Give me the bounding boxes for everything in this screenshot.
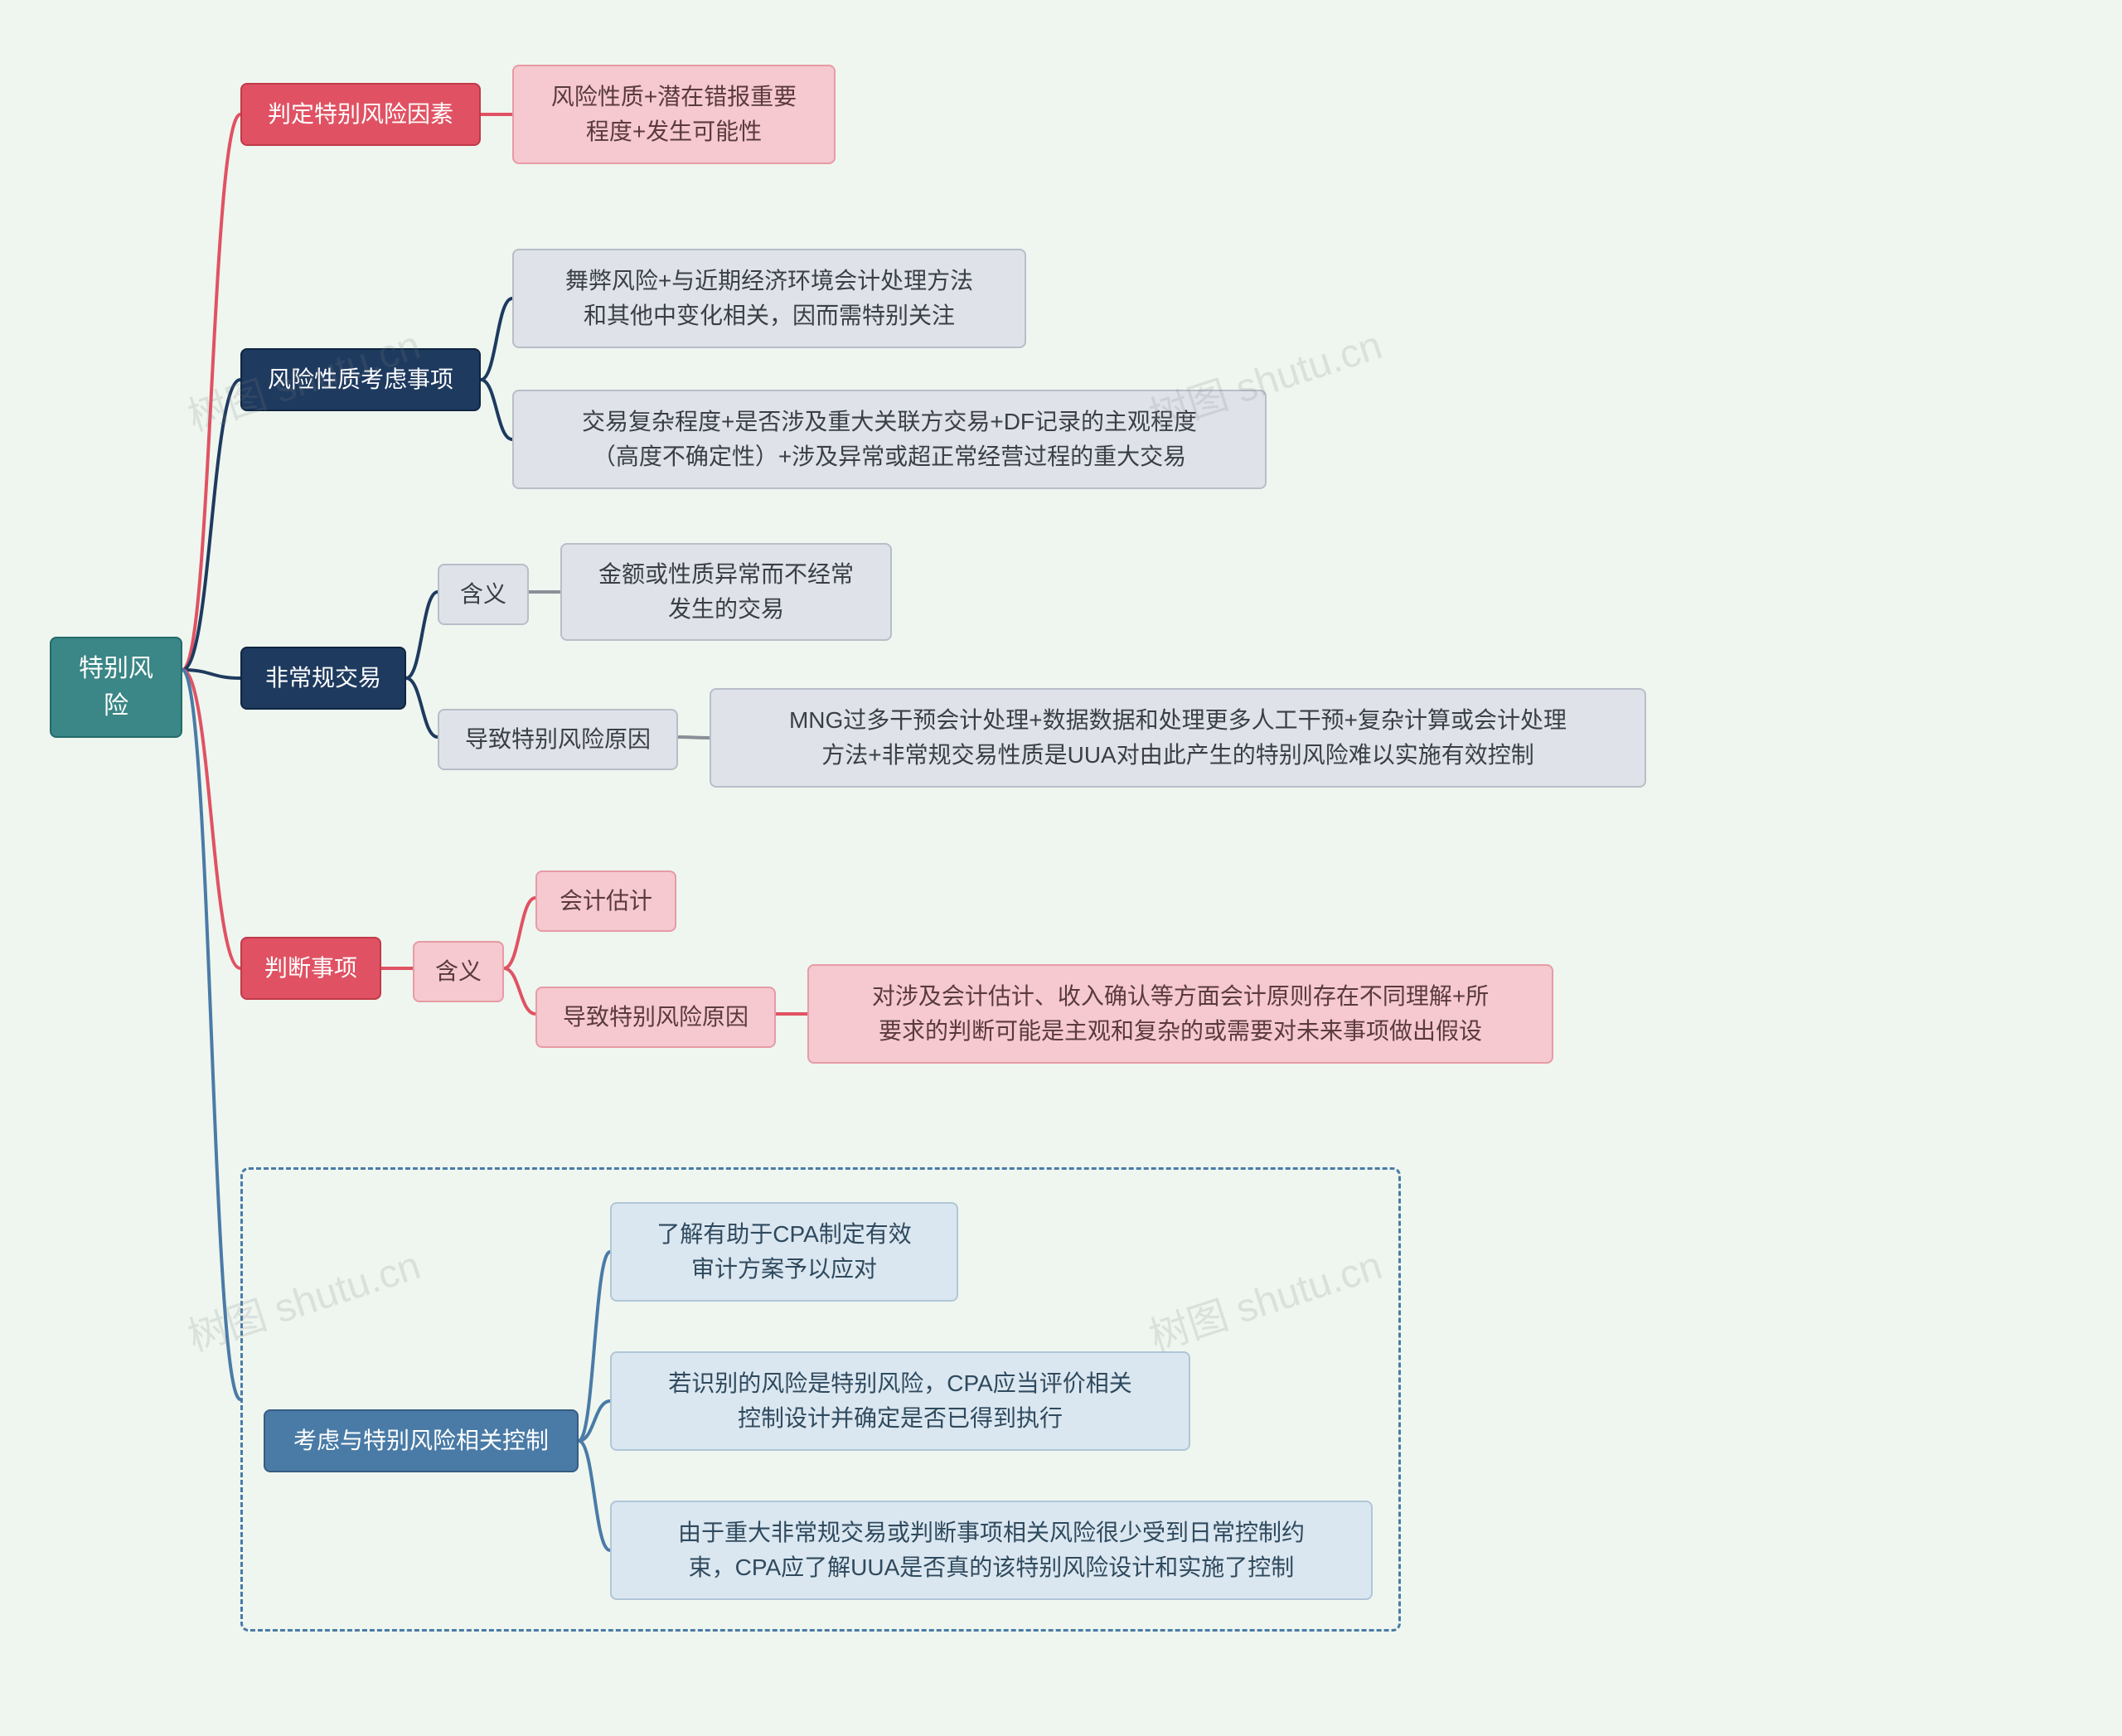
node-b4_1_2[interactable]: 导致特别风险原因 xyxy=(535,987,776,1048)
node-b4_1_2_1[interactable]: 对涉及会计估计、收入确认等方面会计原则存在不同理解+所 要求的判断可能是主观和复… xyxy=(807,964,1553,1064)
node-b3_1[interactable]: 含义 xyxy=(438,564,529,625)
node-b4_1[interactable]: 含义 xyxy=(413,941,504,1002)
node-b5_3[interactable]: 由于重大非常规交易或判断事项相关风险很少受到日常控制约 束，CPA应了解UUA是… xyxy=(610,1501,1373,1600)
node-b2[interactable]: 风险性质考虑事项 xyxy=(240,348,481,411)
node-b1_1[interactable]: 风险性质+潜在错报重要 程度+发生可能性 xyxy=(512,65,836,164)
connector xyxy=(481,380,512,439)
node-b3_2_1[interactable]: MNG过多干预会计处理+数据数据和处理更多人工干预+复杂计算或会计处理 方法+非… xyxy=(710,688,1646,788)
connector xyxy=(182,670,240,968)
node-b4_1_1[interactable]: 会计估计 xyxy=(535,870,676,932)
node-b3_1_1[interactable]: 金额或性质异常而不经常 发生的交易 xyxy=(560,543,892,641)
node-b3_2[interactable]: 导致特别风险原因 xyxy=(438,709,678,770)
connector xyxy=(182,114,240,670)
connector xyxy=(182,670,240,678)
node-b3[interactable]: 非常规交易 xyxy=(240,647,406,710)
node-b2_2[interactable]: 交易复杂程度+是否涉及重大关联方交易+DF记录的主观程度 （高度不确定性）+涉及… xyxy=(512,390,1267,489)
connector xyxy=(481,298,512,380)
node-b2_1[interactable]: 舞弊风险+与近期经济环境会计处理方法 和其他中变化相关，因而需特别关注 xyxy=(512,249,1026,348)
node-b4[interactable]: 判断事项 xyxy=(240,937,381,1000)
connector xyxy=(678,737,710,738)
connector xyxy=(182,670,240,1399)
connector xyxy=(406,678,438,737)
node-b1[interactable]: 判定特别风险因素 xyxy=(240,83,481,146)
node-b5_1[interactable]: 了解有助于CPA制定有效 审计方案予以应对 xyxy=(610,1202,958,1302)
connector xyxy=(504,968,535,1014)
connector xyxy=(406,592,438,678)
node-b5[interactable]: 考虑与特别风险相关控制 xyxy=(264,1409,579,1472)
connector xyxy=(504,898,535,968)
node-b5_2[interactable]: 若识别的风险是特别风险，CPA应当评价相关 控制设计并确定是否已得到执行 xyxy=(610,1351,1190,1451)
connector xyxy=(182,380,240,670)
node-root[interactable]: 特别风险 xyxy=(50,637,182,738)
